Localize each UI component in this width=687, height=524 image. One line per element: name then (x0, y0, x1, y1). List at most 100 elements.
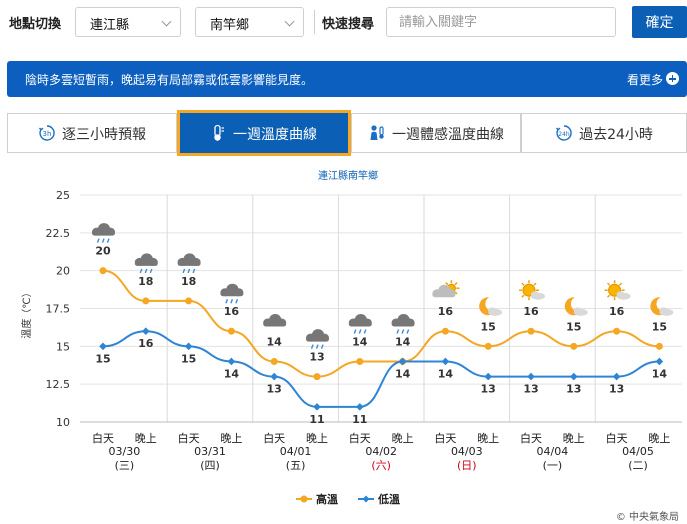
high-temp-point (527, 327, 535, 335)
chevron-down-icon (161, 16, 172, 27)
x-weekday-label: (四) (200, 459, 220, 472)
tab-label: 一週體感溫度曲線 (392, 127, 504, 143)
see-more-link[interactable]: 看更多 (626, 73, 663, 87)
high-temp-label: 14 (395, 335, 411, 348)
high-temp-label: 18 (138, 275, 153, 288)
tab-past-24-hours[interactable]: 24h 過去24小時 (521, 113, 687, 153)
high-temp-point (484, 342, 492, 350)
x-tick-label: 白天 (349, 431, 371, 445)
low-temp-point (313, 403, 321, 411)
high-temp-label: 20 (95, 245, 111, 258)
high-temp-point (185, 297, 193, 305)
low-temp-line (102, 330, 660, 408)
high-temp-label: 18 (181, 275, 196, 288)
y-tick-label: 22.5 (46, 227, 71, 240)
feels-like-icon (370, 125, 384, 140)
y-tick-label: 15 (56, 340, 70, 353)
chart-legend: 高溫 低溫 (296, 492, 400, 506)
x-tick-label: 白天 (178, 431, 200, 445)
temperature-chart: 10 12.5 15 17.5 20 22.5 25 白天 03/30 (三) 晚上 白天 03/31(… (0, 165, 687, 524)
search-input[interactable] (386, 7, 616, 37)
low-temp-label: 15 (181, 352, 196, 365)
x-date-label: 03/30 (109, 445, 141, 458)
toolbar: 地點切換 連江縣 南竿鄉 快速搜尋 確定 (0, 0, 687, 44)
cloudy-rain-icon (348, 313, 372, 334)
high-temp-point (227, 327, 235, 335)
moon-cloud-icon (564, 297, 588, 316)
x-weekday-label: (一) (543, 459, 563, 472)
sun-cloud-icon (604, 280, 631, 301)
x-tick-label: 白天 (263, 431, 285, 445)
low-temp-point (527, 372, 535, 381)
cloudy-rain-icon (306, 329, 329, 349)
3h-clock-icon: 3h (38, 125, 55, 141)
low-temp-point (655, 357, 664, 366)
plus-circle-icon[interactable] (666, 72, 679, 85)
svg-text:3h: 3h (43, 130, 52, 138)
x-date-label: 04/03 (451, 445, 483, 458)
low-temp-label: 13 (481, 383, 496, 396)
legend-high-marker (300, 495, 308, 503)
low-temp-point (570, 372, 578, 381)
high-temp-point (655, 342, 663, 350)
low-temp-point (270, 372, 278, 381)
x-tick-label: 晚上 (220, 432, 242, 445)
moon-cloud-icon (650, 297, 674, 316)
weather-alert-bar: 陰時多雲短暫雨，晚起易有局部霧或低雲影響能見度。 看更多 (7, 61, 687, 97)
cloudy-rain-icon (134, 253, 158, 274)
x-weekday-label: (三) (115, 459, 135, 472)
cloudy-rain-icon (220, 283, 244, 304)
high-temp-label: 16 (609, 305, 625, 318)
x-weekday-label: (六) (371, 459, 391, 472)
county-select[interactable]: 連江縣 (75, 7, 181, 37)
x-tick-label: 晚上 (392, 432, 414, 445)
low-temp-point (612, 372, 621, 381)
x-tick-label: 晚上 (135, 432, 157, 445)
confirm-button[interactable]: 確定 (632, 6, 687, 38)
low-temp-label: 13 (267, 383, 282, 396)
alert-text: 陰時多雲短暫雨，晚起易有局部霧或低雲影響能見度。 (25, 73, 314, 87)
y-tick-label: 10 (56, 416, 70, 429)
town-value: 南竿鄉 (210, 18, 250, 33)
low-temp-label: 14 (395, 367, 411, 380)
y-tick-label: 20 (56, 265, 70, 278)
high-temp-label: 15 (481, 320, 496, 333)
x-tick-label: 白天 (520, 431, 542, 445)
tab-weekly-temperature[interactable]: 一週溫度曲線 (177, 110, 351, 156)
high-temp-point (313, 373, 321, 381)
low-temp-point (227, 357, 236, 366)
y-tick-label: 12.5 (46, 378, 71, 391)
location-label: 地點切換 (9, 17, 62, 32)
low-temp-label: 11 (309, 413, 324, 426)
high-temp-point (613, 327, 621, 335)
chart-title: 連江縣南竿鄉 (318, 169, 378, 182)
legend-high-label: 高溫 (316, 492, 338, 506)
tab-3hour-forecast[interactable]: 3h 逐三小時預報 (7, 113, 177, 153)
x-weekday-label: (日) (457, 459, 477, 472)
tab-label: 逐三小時預報 (62, 127, 146, 143)
high-temp-label: 16 (224, 305, 240, 318)
county-value: 連江縣 (90, 18, 130, 33)
low-temp-point (398, 357, 407, 366)
24h-clock-icon: 24h (556, 125, 572, 141)
high-temp-point (270, 357, 278, 365)
tab-label: 一週溫度曲線 (233, 127, 317, 143)
low-temp-label: 16 (138, 337, 154, 350)
low-temp-label: 14 (224, 367, 240, 380)
credit-text: © 中央氣象局 (615, 512, 679, 523)
low-temp-label: 15 (95, 352, 110, 365)
sun-cloud-icon (519, 280, 545, 301)
x-tick-label: 晚上 (477, 432, 499, 445)
moon-cloud-icon (479, 297, 503, 316)
tab-weekly-feels-like[interactable]: 一週體感溫度曲線 (351, 113, 521, 153)
high-temp-label: 16 (523, 305, 539, 318)
x-date-label: 04/01 (280, 445, 312, 458)
y-tick-label: 17.5 (46, 303, 71, 316)
low-temp-point (484, 372, 492, 381)
high-temp-point (356, 357, 364, 365)
low-temp-label: 13 (566, 383, 581, 396)
high-temp-point (441, 327, 449, 335)
town-select[interactable]: 南竿鄉 (195, 7, 304, 37)
tab-label: 過去24小時 (579, 127, 653, 143)
